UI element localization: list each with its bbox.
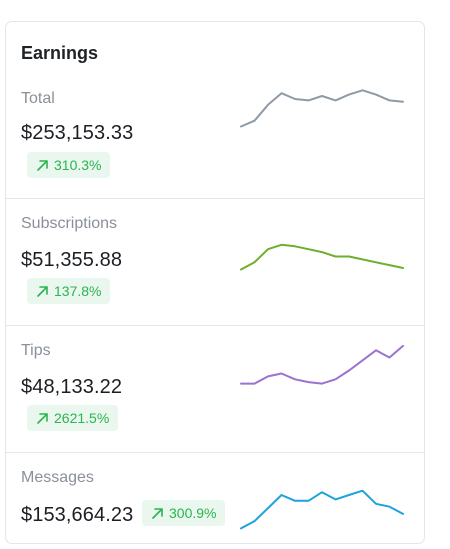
divider (6, 452, 424, 453)
metric-value: $51,355.88 (21, 249, 123, 271)
metric-value: $153,664.23 (21, 504, 134, 526)
change-badge: 310.3% (27, 152, 111, 178)
change-badge: 2621.5% (27, 405, 119, 431)
divider (6, 198, 424, 199)
change-value: 300.9% (169, 505, 217, 521)
change-badge: 137.8% (27, 278, 111, 304)
metric-label: Total (21, 90, 55, 107)
sparkline (240, 489, 404, 530)
sparkline-line (240, 344, 404, 385)
change-badge: 300.9% (142, 500, 226, 526)
divider (6, 325, 424, 326)
sparkline (240, 243, 404, 271)
metric-label: Tips (21, 342, 51, 359)
change-value: 2621.5% (54, 410, 110, 426)
metric-label: Subscriptions (21, 215, 118, 232)
sparkline-line (240, 489, 404, 530)
sparkline-line (240, 89, 404, 128)
sparkline (240, 344, 404, 385)
sparkline (240, 89, 404, 128)
metric-tips[interactable]: Tips $48,133.22 2621.5% (6, 326, 424, 452)
arrow-up-right-icon (37, 412, 48, 424)
card-title: Earnings (21, 43, 99, 63)
metric-total[interactable]: Total $253,153.33 310.3% (6, 22, 424, 198)
metric-value: $253,153.33 (21, 122, 134, 144)
metric-subscriptions[interactable]: Subscriptions $51,355.88 137.8% (6, 199, 424, 325)
change-value: 137.8% (54, 283, 102, 299)
change-value: 310.3% (54, 157, 102, 173)
earnings-card: Earnings Total $253,153.33 310.3% Subscr… (5, 21, 425, 544)
metric-value: $48,133.22 (21, 376, 123, 398)
metric-label: Messages (21, 469, 94, 486)
arrow-up-right-icon (37, 285, 48, 297)
sparkline-line (240, 243, 404, 271)
arrow-up-right-icon (37, 159, 48, 171)
metric-messages[interactable]: Messages $153,664.23 300.9% (6, 453, 424, 543)
arrow-up-right-icon (152, 507, 163, 519)
